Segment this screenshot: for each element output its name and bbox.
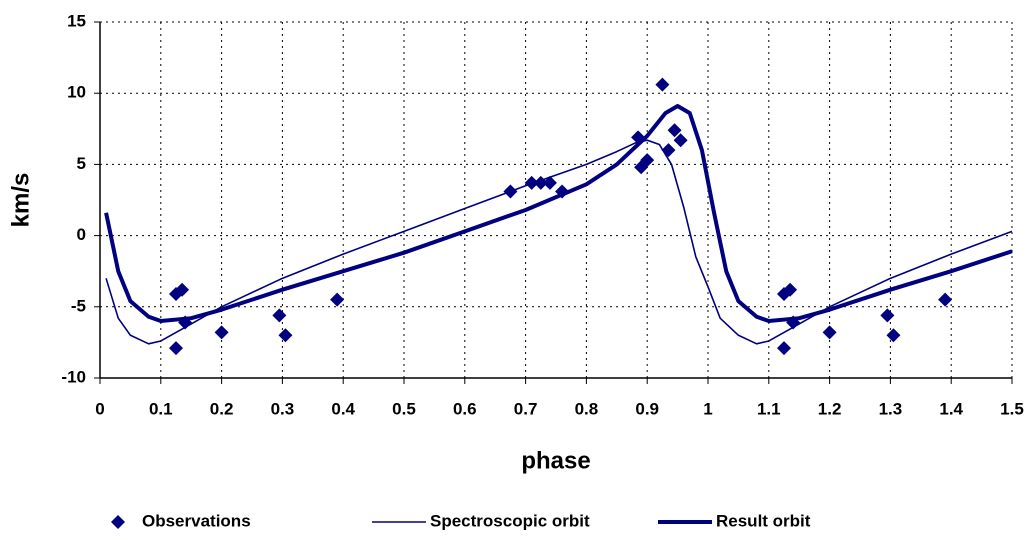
observation-point <box>278 328 293 343</box>
observation-point <box>655 77 670 92</box>
observation-point <box>542 175 557 190</box>
legend-label: Observations <box>142 511 251 530</box>
x-axis-title: phase <box>521 447 590 474</box>
observation-point <box>272 308 287 323</box>
observation-point <box>938 292 953 307</box>
x-tick-label: 0.9 <box>635 399 659 418</box>
x-tick-label: 1.1 <box>757 399 781 418</box>
x-tick-label: 0.8 <box>575 399 599 418</box>
x-tick-label: 1.5 <box>1000 399 1024 418</box>
y-tick-label: -10 <box>61 367 86 386</box>
observation-point <box>640 153 655 168</box>
x-tick-label: 0.6 <box>453 399 477 418</box>
y-tick-label: 5 <box>77 154 86 173</box>
observation-point <box>886 328 901 343</box>
x-tick-label: 1.2 <box>818 399 842 418</box>
observation-point <box>667 123 682 138</box>
x-tick-label: 1.3 <box>879 399 903 418</box>
observation-point <box>673 133 688 148</box>
x-tick-label: 1.4 <box>939 399 963 418</box>
orbit-line <box>105 139 1013 345</box>
x-tick-label: 0.1 <box>149 399 173 418</box>
x-tick-label: 0.7 <box>514 399 538 418</box>
orbit-line <box>104 104 1013 324</box>
observation-point <box>214 325 229 340</box>
legend-label: Spectroscopic orbit <box>430 511 590 530</box>
y-tick-label: -5 <box>71 296 86 315</box>
x-tick-label: 0.2 <box>210 399 234 418</box>
x-tick-label: 1 <box>703 399 712 418</box>
x-tick-label: 0 <box>95 399 104 418</box>
x-tick-label: 0.4 <box>331 399 355 418</box>
observation-point <box>169 341 183 356</box>
observation-point <box>175 282 190 297</box>
observation-point <box>330 292 345 307</box>
observation-point <box>822 325 837 340</box>
x-tick-label: 0.5 <box>392 399 416 418</box>
observation-point <box>777 341 791 356</box>
y-tick-label: 0 <box>77 225 86 244</box>
y-axis-title: km/s <box>7 173 34 228</box>
x-tick-label: 0.3 <box>271 399 295 418</box>
y-tick-label: 10 <box>67 83 86 102</box>
observation-point <box>783 282 798 297</box>
observation-point <box>880 308 895 323</box>
legend-marker <box>111 515 125 529</box>
legend-label: Result orbit <box>716 511 811 530</box>
y-tick-label: 15 <box>67 11 86 30</box>
